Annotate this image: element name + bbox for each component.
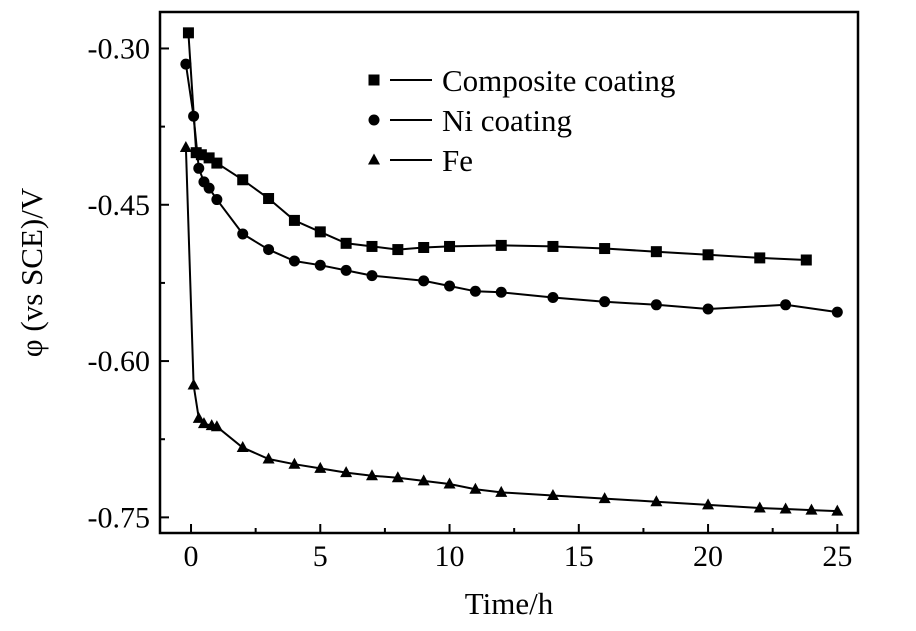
data-point-ni-coating bbox=[366, 270, 378, 282]
y-tick-label: -0.60 bbox=[88, 345, 151, 378]
legend-label-fe: Fe bbox=[442, 143, 473, 178]
series-ni-coating bbox=[180, 58, 843, 318]
legend-label-ni-coating: Ni coating bbox=[442, 103, 572, 138]
ticks: 0 5 10 15 20 25 -0.30 -0.45 -0.60 -0.75 bbox=[88, 32, 853, 573]
data-point-fe bbox=[197, 417, 210, 429]
data-point-composite-coating bbox=[702, 249, 714, 261]
data-point-ni-coating bbox=[702, 303, 714, 315]
data-point-ni-coating bbox=[288, 255, 300, 267]
data-point-composite-coating bbox=[237, 174, 249, 186]
plot-border bbox=[158, 10, 860, 535]
data-point-fe bbox=[192, 411, 205, 423]
y-tick-label: -0.30 bbox=[88, 32, 151, 65]
y-tick-label: -0.45 bbox=[88, 189, 151, 222]
data-point-ni-coating bbox=[188, 110, 200, 122]
data-point-composite-coating bbox=[599, 243, 611, 255]
data-point-fe bbox=[262, 452, 275, 464]
x-tick-label: 25 bbox=[822, 540, 852, 573]
y-axis-label: φ (vs SCE)/V bbox=[14, 187, 49, 357]
data-point-ni-coating bbox=[599, 296, 611, 308]
x-tick-label: 15 bbox=[564, 540, 594, 573]
data-point-ni-coating bbox=[314, 259, 326, 271]
series-layer bbox=[179, 27, 844, 516]
data-point-composite-coating bbox=[754, 252, 766, 264]
data-point-fe bbox=[779, 502, 792, 514]
data-point-fe bbox=[598, 492, 611, 504]
data-point-fe bbox=[187, 378, 200, 390]
data-point-fe bbox=[179, 140, 192, 152]
x-tick-label: 0 bbox=[184, 540, 199, 573]
data-point-composite-coating bbox=[495, 239, 507, 251]
data-point-ni-coating bbox=[495, 286, 507, 298]
data-point-ni-coating bbox=[418, 275, 430, 287]
data-point-ni-coating bbox=[340, 264, 352, 276]
legend-marker-fe bbox=[368, 153, 380, 165]
data-point-fe bbox=[805, 503, 818, 515]
legend-marker-ni-coating bbox=[368, 114, 380, 126]
data-point-fe bbox=[210, 420, 223, 432]
data-point-composite-coating bbox=[418, 241, 430, 253]
data-point-ni-coating bbox=[193, 162, 205, 174]
data-point-fe bbox=[443, 477, 456, 489]
data-point-composite-coating bbox=[182, 27, 194, 39]
series-line-fe bbox=[184, 147, 838, 513]
data-point-fe bbox=[288, 457, 301, 469]
data-point-composite-coating bbox=[547, 240, 559, 252]
data-point-ni-coating bbox=[180, 58, 192, 70]
legend-label-composite-coating: Composite coating bbox=[442, 63, 675, 98]
data-point-ni-coating bbox=[237, 228, 249, 240]
legend-item-ni-coating: Ni coating bbox=[368, 103, 572, 138]
data-point-composite-coating bbox=[314, 226, 326, 238]
data-point-ni-coating bbox=[547, 292, 559, 304]
data-point-composite-coating bbox=[650, 246, 662, 258]
data-point-fe bbox=[469, 482, 482, 494]
data-point-composite-coating bbox=[195, 149, 207, 161]
data-point-fe bbox=[236, 441, 249, 453]
plot-frame bbox=[158, 10, 860, 535]
data-point-fe bbox=[753, 501, 766, 513]
y-tick-label: -0.75 bbox=[88, 501, 151, 534]
x-tick-label: 5 bbox=[313, 540, 328, 573]
x-tick-label: 10 bbox=[435, 540, 465, 573]
legend-item-fe: Fe bbox=[368, 143, 473, 178]
data-point-fe bbox=[340, 466, 353, 478]
x-axis-label: Time/h bbox=[465, 586, 554, 621]
legend-marker-composite-coating bbox=[368, 74, 380, 86]
data-point-ni-coating bbox=[469, 285, 481, 297]
data-point-fe bbox=[391, 471, 404, 483]
data-point-composite-coating bbox=[340, 237, 352, 249]
data-point-composite-coating bbox=[392, 244, 404, 256]
data-point-composite-coating bbox=[800, 254, 812, 266]
data-point-ni-coating bbox=[211, 194, 223, 206]
series-fe bbox=[179, 140, 844, 516]
data-point-ni-coating bbox=[831, 306, 843, 318]
x-tick-label: 20 bbox=[693, 540, 723, 573]
data-point-fe bbox=[650, 495, 663, 507]
legend: Composite coating Ni coating Fe bbox=[368, 63, 675, 178]
data-point-ni-coating bbox=[203, 182, 215, 194]
data-point-composite-coating bbox=[366, 240, 378, 252]
data-point-fe bbox=[546, 488, 559, 500]
data-point-composite-coating bbox=[263, 193, 275, 205]
data-point-composite-coating bbox=[203, 152, 215, 164]
data-point-fe bbox=[831, 504, 844, 516]
data-point-composite-coating bbox=[288, 214, 300, 226]
data-point-fe bbox=[702, 498, 715, 510]
data-point-ni-coating bbox=[263, 244, 275, 256]
legend-item-composite-coating: Composite coating bbox=[368, 63, 675, 98]
data-point-fe bbox=[495, 485, 508, 497]
data-point-fe bbox=[365, 469, 378, 481]
series-composite-coating bbox=[182, 27, 812, 266]
data-point-ni-coating bbox=[780, 299, 792, 311]
series-line-ni-coating bbox=[184, 63, 838, 314]
data-point-fe bbox=[314, 461, 327, 473]
data-point-composite-coating bbox=[444, 240, 456, 252]
data-point-ni-coating bbox=[650, 299, 662, 311]
data-point-composite-coating bbox=[211, 157, 223, 169]
data-point-ni-coating bbox=[444, 280, 456, 292]
data-point-fe bbox=[417, 474, 430, 486]
